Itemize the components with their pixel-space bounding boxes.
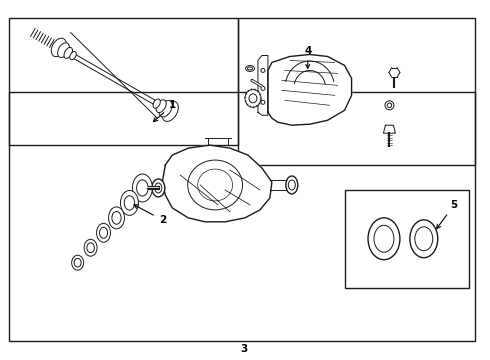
Ellipse shape [58,43,70,58]
Ellipse shape [108,207,124,229]
Ellipse shape [410,220,438,258]
Text: 1: 1 [153,100,176,122]
Ellipse shape [245,66,254,71]
Text: 5: 5 [437,200,458,229]
Ellipse shape [249,94,257,103]
Bar [9,18,238,145]
Ellipse shape [97,223,111,242]
Bar [238,18,475,165]
Ellipse shape [112,211,121,224]
Ellipse shape [153,99,160,108]
Ellipse shape [99,227,108,238]
Ellipse shape [387,103,392,108]
Ellipse shape [84,239,97,256]
Polygon shape [258,55,268,115]
Ellipse shape [132,174,152,202]
Ellipse shape [374,225,394,252]
Ellipse shape [286,176,298,194]
Ellipse shape [415,227,433,251]
Ellipse shape [51,38,66,57]
Bar [344,190,469,288]
Ellipse shape [121,190,138,215]
Ellipse shape [155,183,162,193]
Ellipse shape [261,68,265,72]
Polygon shape [268,54,352,125]
Ellipse shape [261,86,265,90]
Ellipse shape [87,243,95,253]
Text: 4: 4 [304,45,312,68]
Ellipse shape [288,180,295,190]
Ellipse shape [124,196,135,210]
Ellipse shape [137,180,148,196]
Text: 3: 3 [241,345,247,354]
Ellipse shape [261,100,265,104]
Ellipse shape [64,48,73,58]
Polygon shape [162,145,272,222]
Bar [9,92,475,341]
Ellipse shape [152,179,165,197]
Ellipse shape [162,101,178,121]
Text: 2: 2 [134,205,166,225]
Ellipse shape [247,67,252,70]
Ellipse shape [368,218,400,260]
Ellipse shape [70,51,76,60]
Ellipse shape [245,89,261,107]
Ellipse shape [159,100,172,117]
Ellipse shape [385,101,394,110]
Ellipse shape [72,255,84,270]
Ellipse shape [74,258,81,267]
Ellipse shape [156,100,166,113]
